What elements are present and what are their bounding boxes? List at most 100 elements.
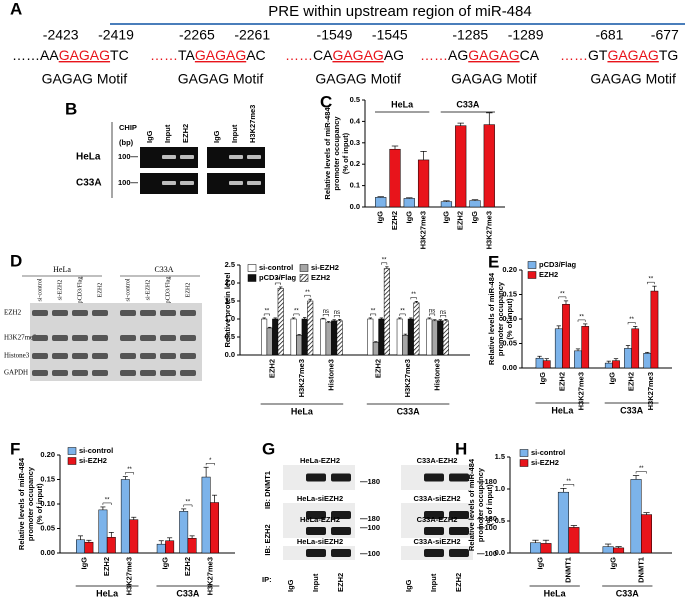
blot-band	[92, 353, 108, 359]
legend-swatch	[527, 261, 537, 269]
panel-a-title: PRE within upstream region of miR-484	[268, 3, 531, 20]
y-tick-label: 0.0	[350, 202, 360, 211]
group-label: HeLa	[551, 405, 574, 415]
bar	[129, 519, 139, 554]
significance-bracket	[370, 313, 377, 316]
ib-label: IB: DNMT1	[263, 471, 272, 509]
blot-band	[449, 511, 469, 519]
significance-bracket	[627, 322, 636, 325]
bar	[336, 320, 343, 356]
chip-header: CHIP	[119, 123, 137, 132]
significance-label: **	[105, 498, 110, 504]
legend-label: si-control	[259, 263, 293, 272]
panel-label: G	[262, 439, 275, 458]
significance-label: **	[276, 278, 281, 284]
ib-label: IB: EZH2	[263, 524, 272, 555]
x-tick-label: EZH2	[374, 359, 383, 378]
sequence-right: TG	[659, 47, 678, 63]
motif-label: GAGAG Motif	[315, 71, 401, 87]
legend-swatch	[247, 274, 257, 282]
significance-label: **	[629, 317, 634, 323]
y-axis-label: Relative protein level	[223, 272, 232, 347]
bar	[407, 318, 414, 356]
x-tick-label: IgG	[404, 211, 413, 224]
sequence-left: AA	[40, 47, 59, 63]
significance-bracket	[440, 315, 447, 318]
y-tick-label: 0.20	[40, 450, 55, 459]
sequence-right: CA	[520, 47, 540, 63]
blot-row: H3K27me3	[4, 334, 37, 342]
sequence-prefix: ……	[420, 47, 448, 63]
blot-lane: si-control	[37, 278, 43, 301]
sequence: ……AGGAGAGCA	[420, 47, 540, 63]
x-tick-label: Histone3	[433, 359, 442, 391]
bar	[402, 334, 409, 356]
blot-marker: —180	[477, 477, 497, 486]
y-axis-label: promoter occupancy	[332, 116, 341, 191]
legend-label: si-control	[79, 446, 113, 455]
group-label: HeLa	[291, 406, 314, 416]
x-tick-label: H3K27me3	[297, 359, 306, 397]
x-tick-label: EZH2	[183, 557, 192, 576]
bar	[440, 201, 453, 208]
significance-bracket	[293, 313, 300, 316]
blot-band	[160, 370, 176, 376]
blot-band	[180, 310, 196, 316]
blot-band	[306, 527, 326, 535]
bar	[120, 479, 130, 554]
blot-band	[72, 335, 88, 341]
significance-label: ns	[334, 310, 340, 316]
lane-label: EZH2	[181, 124, 190, 143]
bar	[179, 511, 189, 554]
bar	[165, 540, 175, 554]
gel-band	[180, 181, 194, 185]
bar	[562, 304, 570, 369]
group-label: C33A	[616, 588, 640, 598]
significance-label: ns	[429, 308, 435, 314]
significance-bracket	[183, 504, 193, 507]
y-tick-label: 2.5	[225, 260, 235, 269]
sequence: ……TAGAGAGAC	[150, 47, 266, 63]
blot-band	[331, 473, 351, 482]
bar	[277, 288, 284, 356]
bar	[437, 320, 444, 356]
blot-row: Histone3	[4, 352, 30, 360]
bar	[325, 322, 332, 356]
bar	[530, 542, 541, 554]
blot-marker: —100	[477, 549, 497, 558]
significance-bracket	[304, 294, 311, 298]
panel-label: D	[10, 251, 22, 270]
sequence-prefix: ……	[12, 47, 40, 63]
y-tick-label: 0.00	[502, 363, 517, 372]
blot-lane: si-control	[125, 278, 131, 301]
y-axis-label: Relative levels of miR-484	[487, 272, 496, 365]
motif-label: GAGAG Motif	[590, 71, 676, 87]
y-axis-label: promoter occupancy	[476, 467, 485, 542]
blot-band	[32, 353, 48, 359]
lane-label: H3K27me3	[248, 105, 257, 143]
bar	[266, 327, 273, 356]
significance-bracket	[635, 471, 647, 474]
significance-bracket	[102, 502, 112, 505]
x-tick-label: IgG	[376, 211, 385, 224]
blot-band	[52, 353, 68, 359]
blot-title: HeLa-siEZH2	[297, 494, 343, 503]
sequence-left: AG	[448, 47, 468, 63]
bar	[483, 124, 495, 208]
bar	[272, 318, 279, 356]
significance-bracket	[410, 297, 417, 300]
blot-marker: —100	[477, 523, 497, 532]
bar	[417, 159, 430, 208]
sequence-left: TA	[178, 47, 196, 63]
sequence-right: AC	[246, 47, 265, 63]
position-end: -677	[651, 27, 679, 43]
y-tick-label: 0.4	[350, 116, 361, 125]
blot-band	[331, 511, 351, 519]
significance-label: **	[400, 308, 405, 314]
legend-swatch	[519, 459, 529, 467]
bar	[469, 200, 481, 208]
bar	[210, 502, 219, 554]
bar	[535, 357, 544, 369]
blot-band	[306, 473, 326, 482]
